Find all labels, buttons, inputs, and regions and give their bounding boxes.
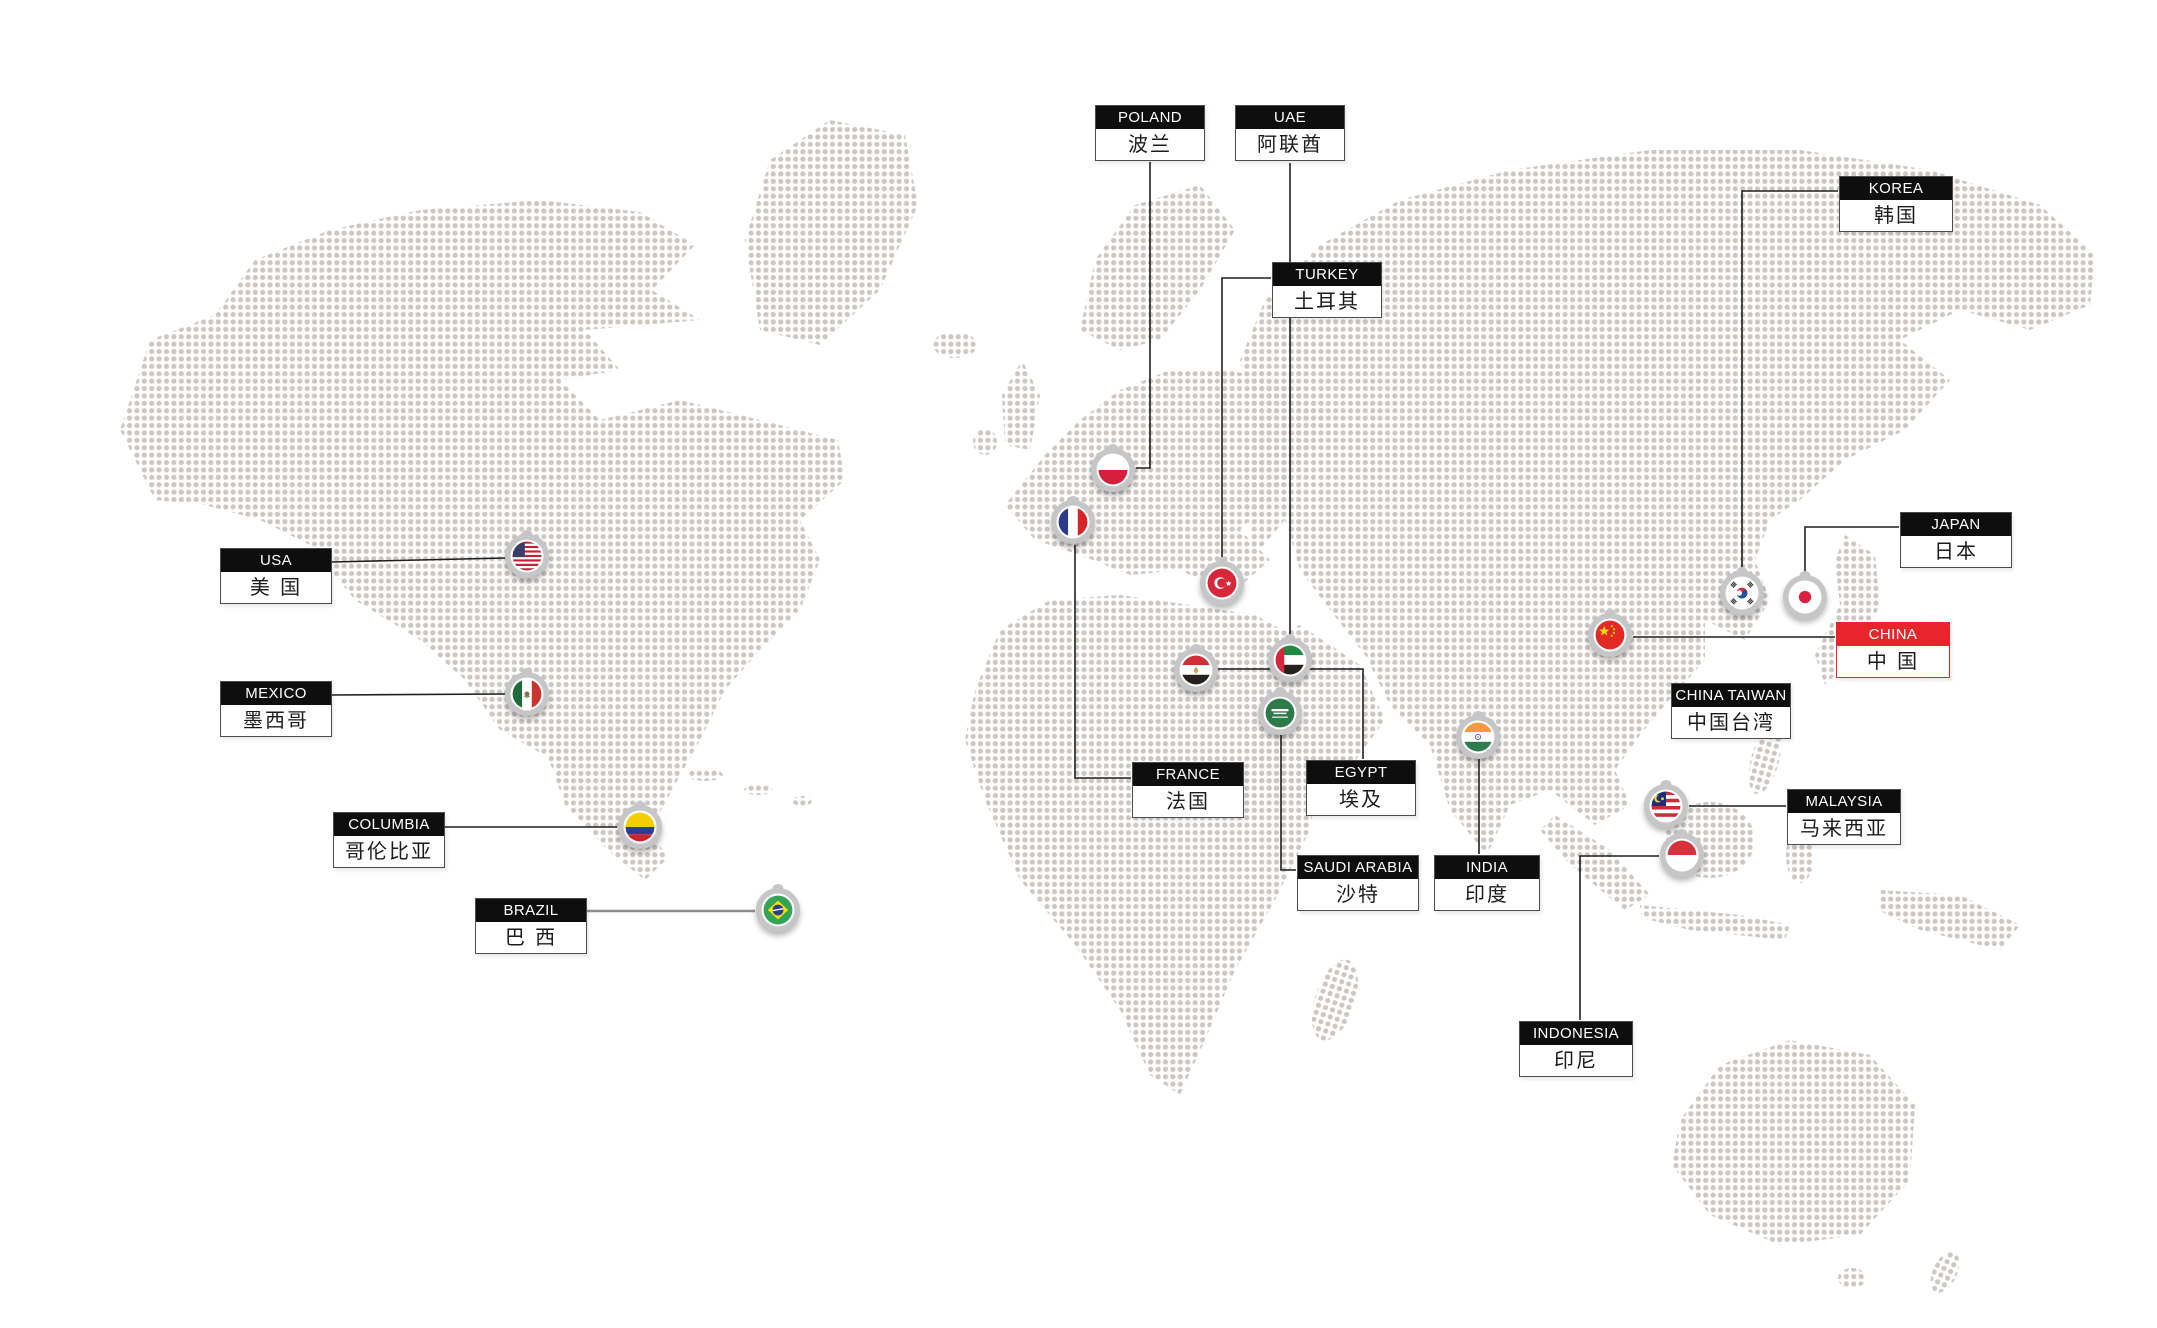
connector-mexico [331,693,506,696]
china-marker [1588,613,1632,657]
india-flag-icon [1461,720,1495,754]
island-sumatra [1540,815,1650,910]
malaysia-marker [1644,784,1688,828]
connector-egypt [1218,668,1364,759]
island-ireland [973,429,997,455]
continent-australia [1672,1040,1915,1245]
connector-indonesia [1579,855,1659,1020]
france-flag-icon [1056,505,1090,539]
connector-turkey [1221,277,1271,561]
island-greenland [745,120,918,345]
islands-caribbean-2 [744,785,772,795]
continent-north-america [120,200,845,880]
island-japan-arc [1815,535,1880,685]
uae-marker [1268,638,1312,682]
poland-flag-icon [1096,453,1130,487]
continent-africa [965,595,1320,1095]
turkey-marker [1200,561,1244,605]
island-philippines [1748,725,1782,795]
island-uk [1002,360,1040,450]
island-iceland [933,332,977,358]
mexico-marker [505,672,549,716]
indonesia-flag-icon [1665,838,1699,872]
brazil-marker [756,888,800,932]
korea-flag-icon [1725,576,1759,610]
france-marker [1051,500,1095,544]
brazil-flag-icon [761,893,795,927]
japan-flag-icon [1788,580,1822,614]
malaysia-flag-icon [1649,789,1683,823]
continent-asia [1240,150,2095,855]
island-madagascar [1311,959,1359,1041]
island-java [1640,905,1790,940]
connector-usa [331,557,506,563]
usa-marker [505,534,549,578]
island-tasmania [1838,1268,1866,1288]
saudi-arabia-flag-icon [1263,696,1297,730]
turkey-flag-icon [1205,566,1239,600]
connector-poland [1136,162,1151,469]
egypt-flag-icon [1179,653,1213,687]
connector-korea [1741,190,1838,570]
island-new-zealand [1930,1251,1960,1293]
connector-japan [1804,526,1899,574]
china-flag-icon [1593,618,1627,652]
japan-marker [1783,575,1827,619]
india-marker [1456,715,1500,759]
connector-saudi-arabia [1280,735,1296,871]
egypt-marker [1174,648,1218,692]
island-new-guinea [1878,890,2020,950]
indonesia-marker [1660,833,1704,877]
poland-marker [1091,448,1135,492]
saudi-arabia-marker [1258,691,1302,735]
islands-caribbean-1 [687,769,723,781]
columbia-marker [618,805,662,849]
korea-marker [1720,571,1764,615]
region-scandinavia [1080,185,1235,350]
colombia-flag-icon [623,810,657,844]
islands-caribbean-3 [792,796,812,806]
usa-flag-icon [510,539,544,573]
connector-france [1074,545,1131,779]
uae-flag-icon [1273,643,1307,677]
mexico-flag-icon [510,677,544,711]
